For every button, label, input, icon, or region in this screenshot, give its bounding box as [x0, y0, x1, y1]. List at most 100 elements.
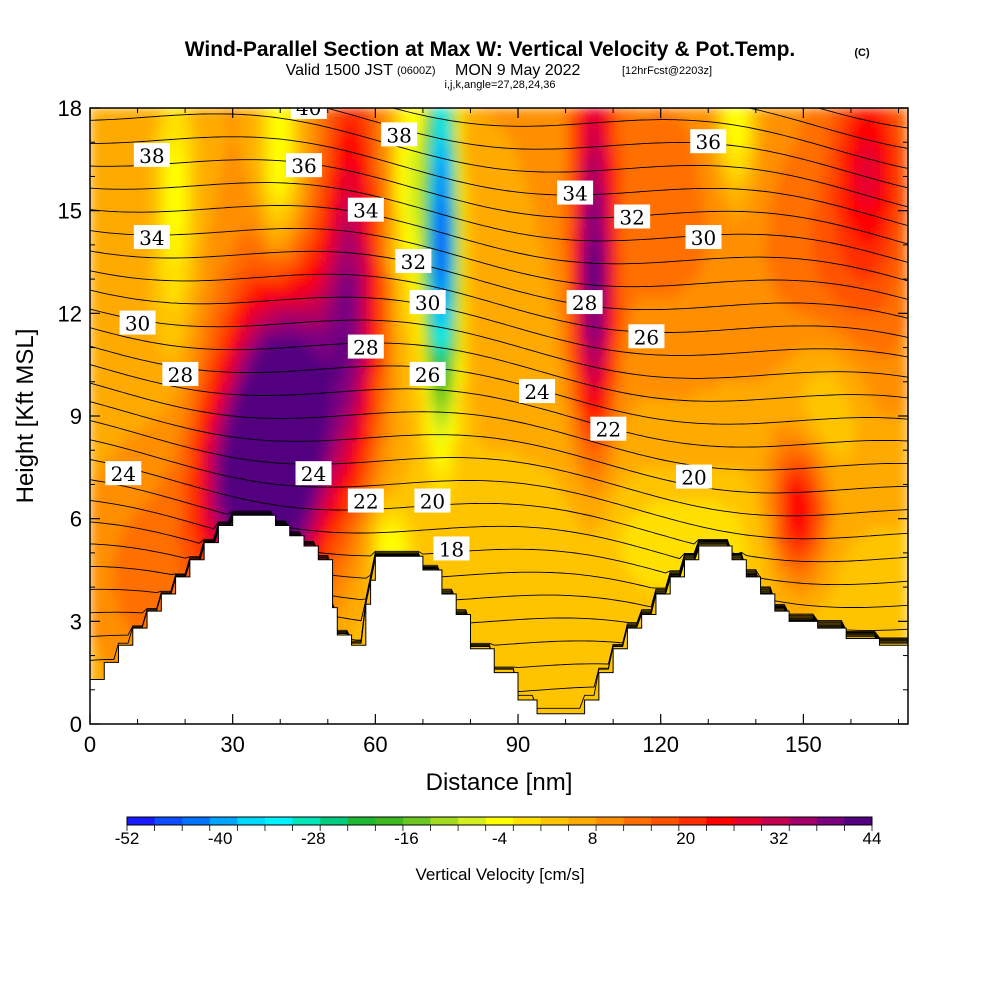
velocity-cell — [118, 218, 124, 229]
velocity-cell — [103, 338, 110, 349]
velocity-cell — [113, 175, 120, 186]
velocity-cell — [122, 603, 129, 614]
velocity-cell — [122, 261, 129, 272]
velocity-cell — [146, 389, 153, 400]
velocity-cell — [103, 518, 110, 528]
velocity-cell — [132, 518, 139, 528]
velocity-cell — [122, 175, 129, 186]
velocity-cell — [99, 235, 105, 246]
velocity-cell — [132, 347, 139, 357]
velocity-cell — [118, 108, 124, 118]
velocity-cell — [103, 312, 110, 323]
velocity-cell — [156, 312, 162, 323]
velocity-cell — [108, 406, 115, 417]
velocity-cell — [127, 603, 134, 614]
velocity-cell — [94, 458, 101, 468]
velocity-cell — [90, 466, 96, 477]
velocity-cell — [132, 492, 139, 503]
velocity-cell — [99, 441, 105, 451]
velocity-cell — [151, 501, 158, 511]
velocity-cell — [160, 415, 167, 426]
velocity-cell — [151, 535, 158, 545]
velocity-cell — [160, 304, 167, 314]
velocity-cell — [118, 150, 124, 160]
velocity-cell — [151, 167, 158, 177]
velocity-cell — [141, 270, 148, 280]
velocity-cell — [151, 133, 158, 143]
velocity-cell — [127, 415, 134, 426]
velocity-cell — [127, 133, 134, 143]
velocity-cell — [160, 492, 167, 503]
velocity-cell — [132, 201, 139, 212]
velocity-cell — [99, 244, 105, 254]
velocity-cell — [122, 372, 129, 383]
velocity-cell — [99, 295, 105, 306]
velocity-cell — [156, 483, 162, 494]
velocity-cell — [141, 116, 148, 126]
velocity-cell — [146, 569, 153, 580]
velocity-cell — [103, 449, 110, 460]
velocity-cell — [137, 329, 143, 340]
velocity-cell — [94, 406, 101, 417]
velocity-cell — [127, 543, 134, 554]
velocity-cell — [113, 321, 120, 331]
velocity-cell — [146, 270, 153, 280]
velocity-cell — [90, 637, 96, 648]
velocity-cell — [141, 449, 148, 460]
velocity-cell — [103, 141, 110, 152]
velocity-cell — [94, 637, 101, 648]
velocity-cell — [132, 193, 139, 203]
velocity-cell — [113, 655, 120, 665]
velocity-cell — [127, 501, 134, 511]
velocity-cell — [156, 329, 162, 340]
velocity-cell — [146, 441, 153, 451]
velocity-cell — [113, 432, 120, 443]
velocity-cell — [127, 595, 134, 605]
velocity-cell — [108, 595, 115, 605]
velocity-cell — [118, 193, 124, 203]
velocity-cell — [108, 141, 115, 152]
velocity-cell — [137, 381, 143, 391]
velocity-cell — [122, 329, 129, 340]
velocity-cell — [94, 372, 101, 383]
velocity-cell — [99, 595, 105, 605]
velocity-cell — [127, 569, 134, 580]
velocity-cell — [108, 441, 115, 451]
velocity-cell — [103, 235, 110, 246]
velocity-cell — [146, 210, 153, 220]
velocity-cell — [118, 398, 124, 408]
velocity-cell — [132, 449, 139, 460]
velocity-cell — [141, 261, 148, 272]
velocity-cell — [108, 560, 115, 571]
velocity-cell — [108, 218, 115, 229]
velocity-cell — [118, 141, 124, 152]
velocity-cell — [94, 261, 101, 272]
velocity-cell — [118, 295, 124, 306]
velocity-cell — [108, 535, 115, 545]
velocity-cell — [94, 415, 101, 426]
velocity-cell — [103, 304, 110, 314]
velocity-cell — [127, 124, 134, 135]
velocity-cell — [141, 193, 148, 203]
velocity-cell — [137, 304, 143, 314]
velocity-cell — [108, 150, 115, 160]
velocity-cell — [118, 372, 124, 383]
velocity-cell — [141, 560, 148, 571]
velocity-cell — [103, 637, 110, 648]
velocity-cell — [113, 424, 120, 434]
velocity-cell — [113, 116, 120, 126]
velocity-cell — [113, 526, 120, 537]
velocity-cell — [151, 329, 158, 340]
velocity-cell — [94, 116, 101, 126]
velocity-cell — [99, 466, 105, 477]
velocity-cell — [99, 646, 105, 657]
velocity-cell — [113, 227, 120, 237]
velocity-cell — [113, 492, 120, 503]
velocity-cell — [108, 492, 115, 503]
velocity-cell — [90, 116, 96, 126]
velocity-cell — [108, 543, 115, 554]
velocity-cell — [151, 372, 158, 383]
velocity-cell — [146, 518, 153, 528]
velocity-cell — [137, 586, 143, 597]
velocity-cell — [90, 347, 96, 357]
